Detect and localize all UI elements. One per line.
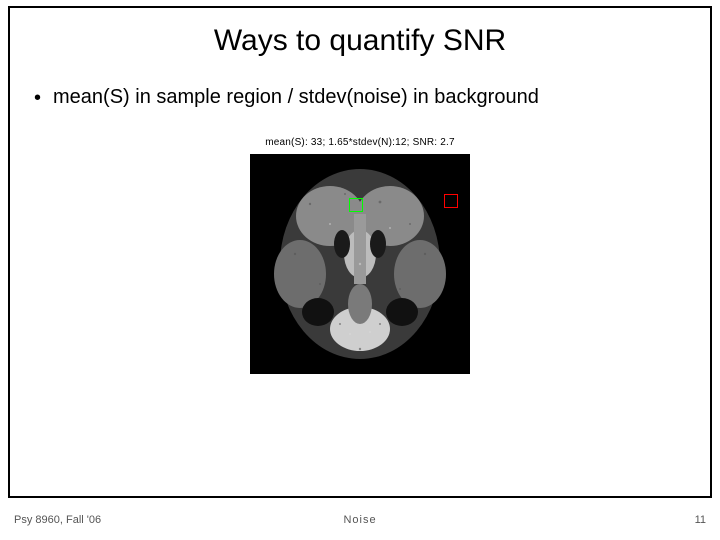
footer-page-number: 11 bbox=[695, 514, 706, 526]
footer-course: Psy 8960, Fall '06 bbox=[14, 514, 101, 526]
footer-topic: Noise bbox=[343, 514, 376, 526]
roi-sample-box bbox=[349, 198, 363, 212]
slide-title: Ways to quantify SNR bbox=[10, 24, 710, 58]
roi-noise-box bbox=[444, 194, 458, 208]
figure-caption: mean(S): 33; 1.65*stdev(N):12; SNR: 2.7 bbox=[265, 137, 455, 148]
bullet-item: • mean(S) in sample region / stdev(noise… bbox=[34, 86, 710, 109]
bullet-text: mean(S) in sample region / stdev(noise) … bbox=[53, 86, 539, 109]
figure-area: mean(S): 33; 1.65*stdev(N):12; SNR: 2.7 bbox=[10, 137, 710, 374]
bullet-marker: • bbox=[34, 88, 41, 108]
brain-image bbox=[250, 154, 470, 374]
footer: Psy 8960, Fall '06 Noise 11 bbox=[0, 506, 720, 526]
slide-frame: Ways to quantify SNR • mean(S) in sample… bbox=[8, 6, 712, 498]
brain-svg bbox=[250, 154, 470, 374]
